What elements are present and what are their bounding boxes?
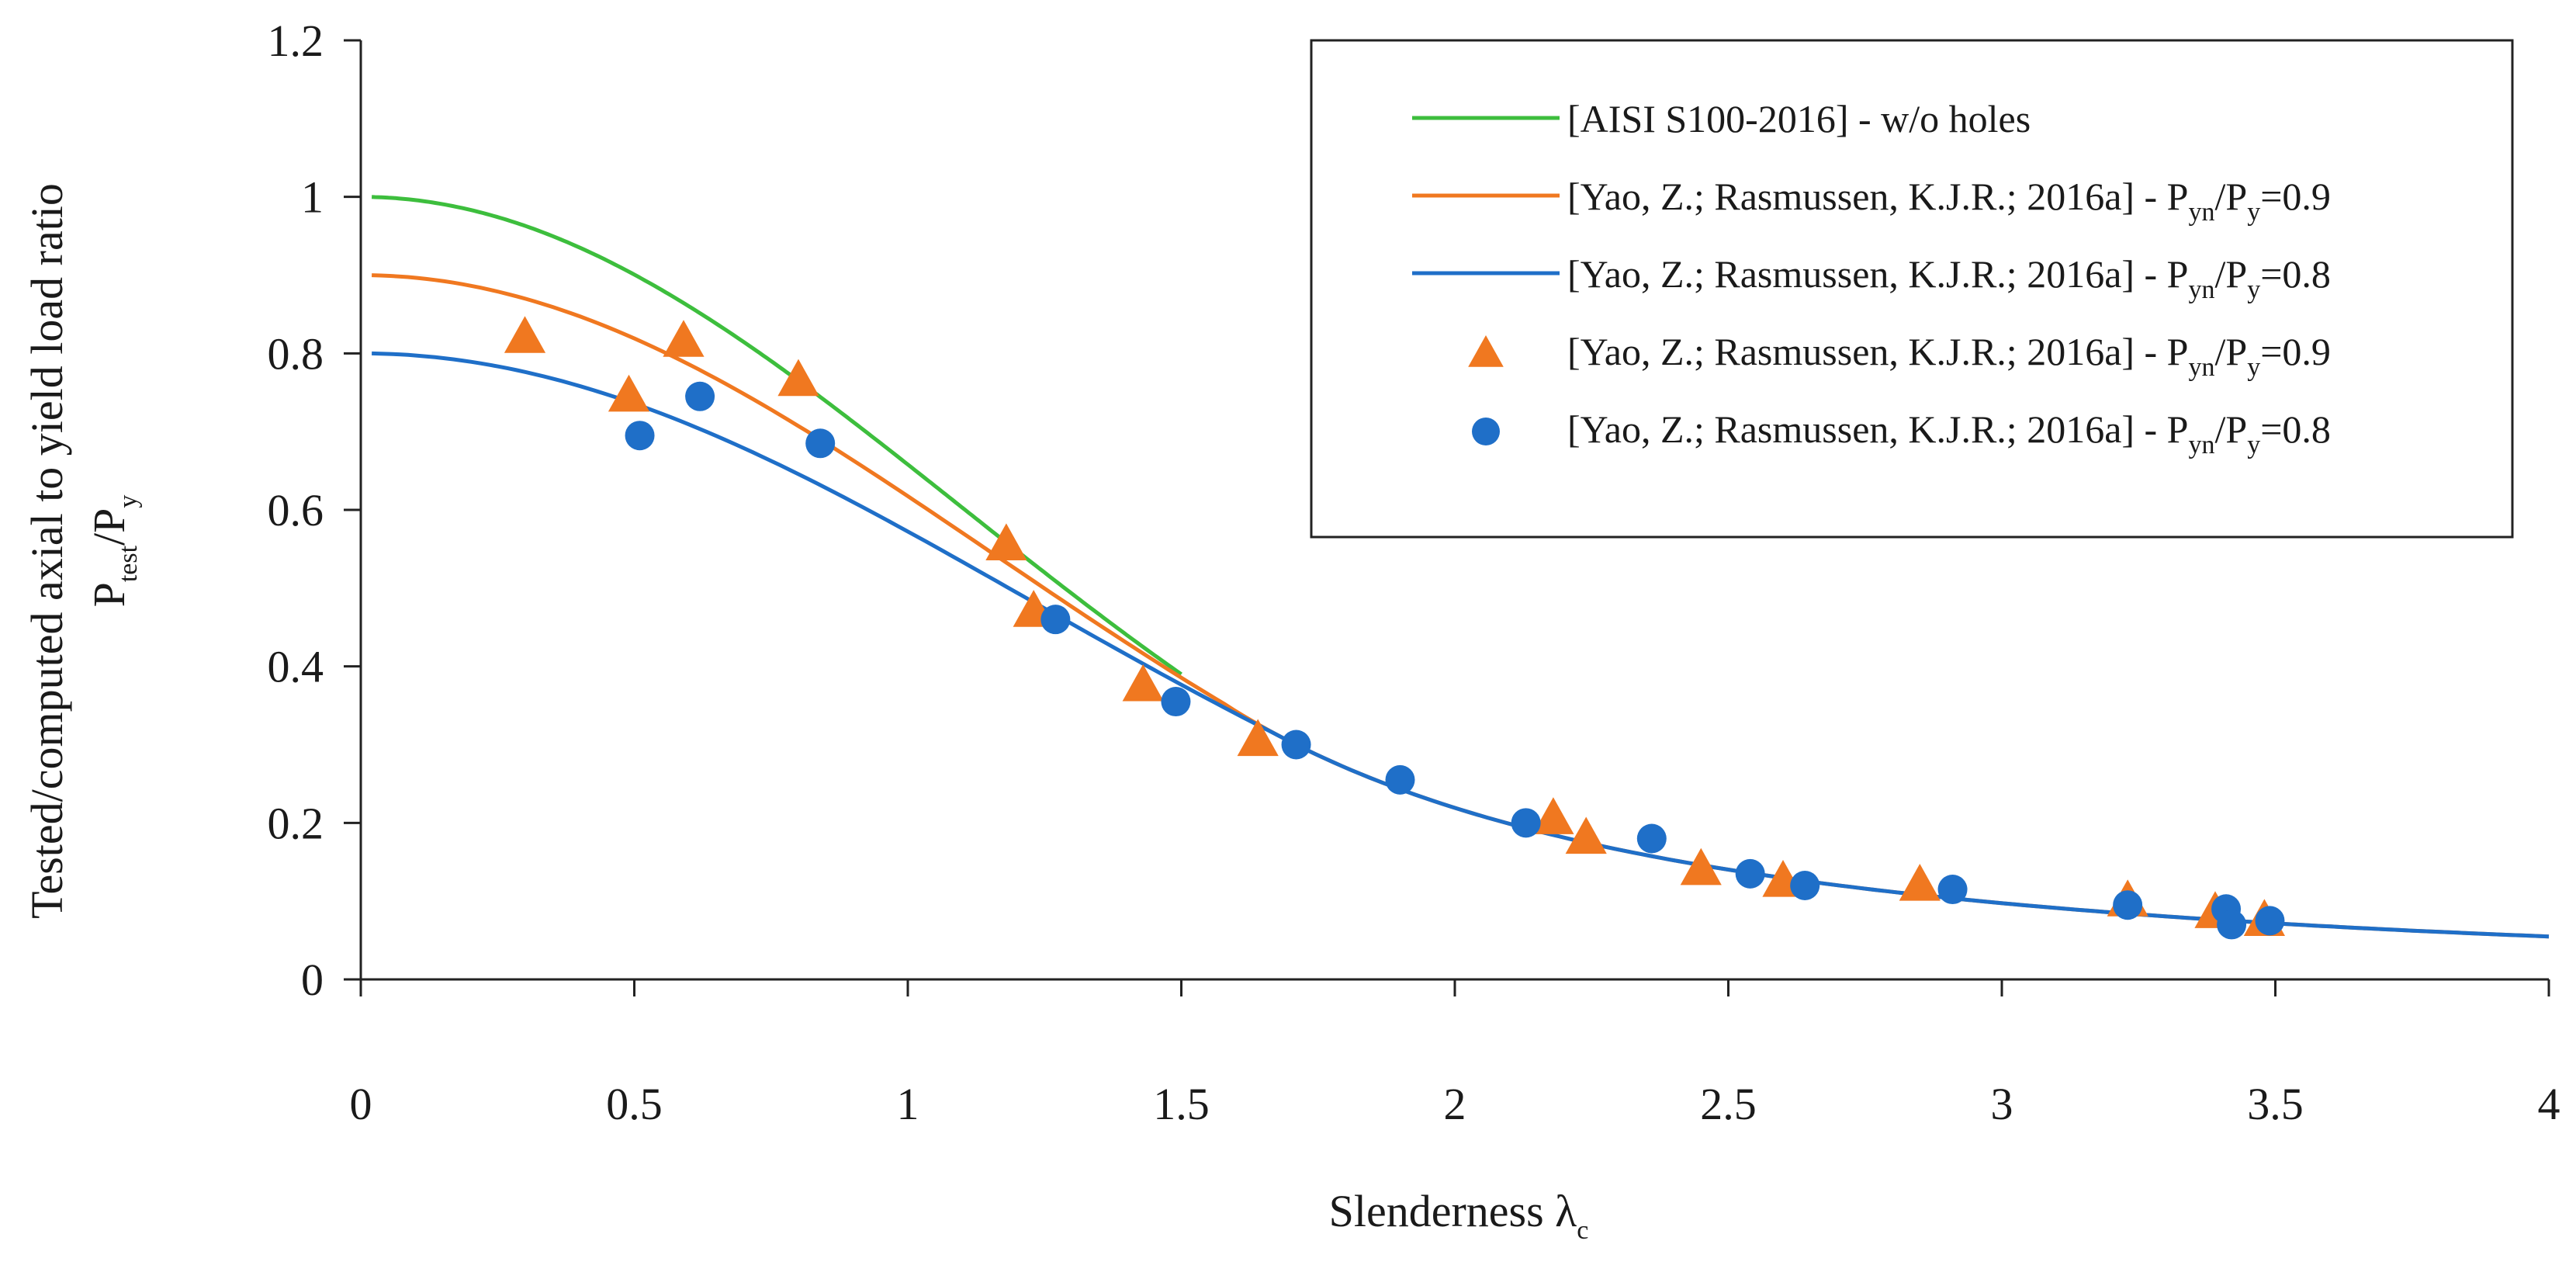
legend-label-part: =0.9 — [2260, 175, 2331, 218]
y-axis-title-line2: Ptest/Py — [84, 495, 143, 608]
y-axis-title-mid: /P — [84, 508, 134, 546]
x-tick-label: 2 — [1444, 1079, 1466, 1129]
legend-label-part: =0.8 — [2260, 407, 2331, 451]
legend-label-part: /P — [2215, 175, 2248, 218]
legend-label: [Yao, Z.; Rasmussen, K.J.R.; 2016a] - Py… — [1567, 175, 2331, 227]
data-point-circle — [1281, 730, 1311, 760]
data-point-triangle — [663, 320, 705, 357]
legend-label-part: /P — [2215, 252, 2248, 296]
data-point-triangle — [1532, 797, 1574, 834]
y-tick-label: 0.4 — [268, 642, 324, 692]
legend-label: [Yao, Z.; Rasmussen, K.J.R.; 2016a] - Py… — [1567, 407, 2331, 459]
axes: 0 0.2 0.4 0.6 0.8 1 1.2 0 0.5 1 1.5 2 2.5 3 3.5 4 — [268, 16, 2560, 1129]
data-point-circle — [625, 421, 655, 451]
x-axis-title-main: Slenderness λ — [1329, 1186, 1577, 1236]
y-tick-label: 0.2 — [268, 798, 324, 848]
series-line — [372, 351, 2550, 939]
legend-label-part: yn — [2189, 276, 2215, 304]
x-tick-label: 4 — [2538, 1079, 2560, 1129]
legend-label-part: =0.8 — [2260, 252, 2331, 296]
data-point-triangle — [504, 316, 546, 353]
legend-label-part: /P — [2215, 407, 2248, 451]
data-point-circle — [1735, 858, 1765, 889]
y-tick-label: 0 — [301, 955, 324, 1005]
legend-label-part: yn — [2189, 431, 2215, 459]
data-point-triangle — [1899, 864, 1941, 901]
data-point-triangle — [1468, 335, 1504, 367]
data-point-circle — [685, 381, 715, 411]
legend-label-part: [Yao, Z.; Rasmussen, K.J.R.; 2016a] - P — [1567, 407, 2189, 451]
data-point-triangle — [1565, 816, 1607, 854]
data-point-circle — [1385, 764, 1415, 795]
legend-label-part: y — [2247, 276, 2260, 304]
curves — [371, 195, 2550, 939]
legend-label-part: [AISI S100-2016] - w/o holes — [1567, 97, 2031, 140]
legend-label-part: y — [2247, 353, 2260, 382]
x-axis-title: Slenderness λc — [1329, 1186, 1589, 1245]
data-point-circle — [805, 428, 836, 459]
legend-circle-swatch — [1472, 418, 1500, 445]
x-tick-label: 1 — [897, 1079, 919, 1129]
legend-label-part: =0.9 — [2260, 330, 2331, 373]
x-tick-label: 3.5 — [2247, 1079, 2304, 1129]
data-point-circle — [2255, 906, 2285, 936]
y-axis-title-line1: Tested/computed axial to yield load rati… — [22, 183, 72, 919]
series-line — [371, 195, 1182, 676]
x-tick-label: 1.5 — [1153, 1079, 1210, 1129]
data-point-circle — [1790, 871, 1820, 900]
y-tick-label: 1 — [301, 172, 324, 223]
legend-label: [Yao, Z.; Rasmussen, K.J.R.; 2016a] - Py… — [1567, 252, 2331, 304]
legend-label-part: yn — [2189, 198, 2215, 227]
data-point-triangle — [1122, 664, 1164, 702]
data-point-triangle — [1680, 847, 1722, 886]
x-axis-title-sub: c — [1577, 1216, 1588, 1245]
legend-label-part: [Yao, Z.; Rasmussen, K.J.R.; 2016a] - P — [1567, 175, 2189, 218]
y-tick-label: 0.8 — [268, 328, 324, 379]
data-point-circle — [1636, 823, 1667, 854]
y-tick-label: 1.2 — [268, 16, 324, 66]
markers — [504, 316, 2285, 940]
data-point-circle — [1161, 687, 1191, 717]
legend-box — [1310, 39, 2514, 539]
legend-label-part: y — [2247, 198, 2260, 227]
legend-label: [AISI S100-2016] - w/o holes — [1567, 97, 2031, 140]
legend-label-part: [Yao, Z.; Rasmussen, K.J.R.; 2016a] - P — [1567, 252, 2189, 296]
x-tick-label: 0 — [350, 1079, 372, 1129]
data-point-triangle — [777, 359, 819, 397]
legend-label-part: yn — [2189, 353, 2215, 382]
legend-label-part: /P — [2215, 330, 2248, 373]
data-point-circle — [2113, 890, 2143, 920]
y-axis-title-sub-y: y — [114, 495, 143, 508]
y-axis-title-sub-test: test — [114, 545, 143, 582]
data-point-circle — [1511, 808, 1541, 838]
x-tick-label: 0.5 — [606, 1079, 663, 1129]
data-point-triangle — [1237, 719, 1279, 757]
legend-label-part: [Yao, Z.; Rasmussen, K.J.R.; 2016a] - P — [1567, 330, 2189, 373]
data-point-triangle — [608, 374, 650, 412]
legend: [AISI S100-2016] - w/o holes [Yao, Z.; Ra… — [1310, 39, 2514, 539]
legend-label-part: y — [2247, 431, 2260, 459]
x-tick-label: 3 — [1991, 1079, 2013, 1129]
y-tick-label: 0.6 — [268, 485, 324, 535]
data-point-circle — [1040, 605, 1071, 635]
y-axis-title-p: P — [84, 582, 134, 607]
data-point-circle — [2217, 910, 2247, 940]
data-point-circle — [1937, 875, 1968, 905]
legend-label: [Yao, Z.; Rasmussen, K.J.R.; 2016a] - Py… — [1567, 330, 2331, 382]
data-point-triangle — [985, 523, 1027, 560]
x-tick-label: 2.5 — [1700, 1079, 1757, 1129]
